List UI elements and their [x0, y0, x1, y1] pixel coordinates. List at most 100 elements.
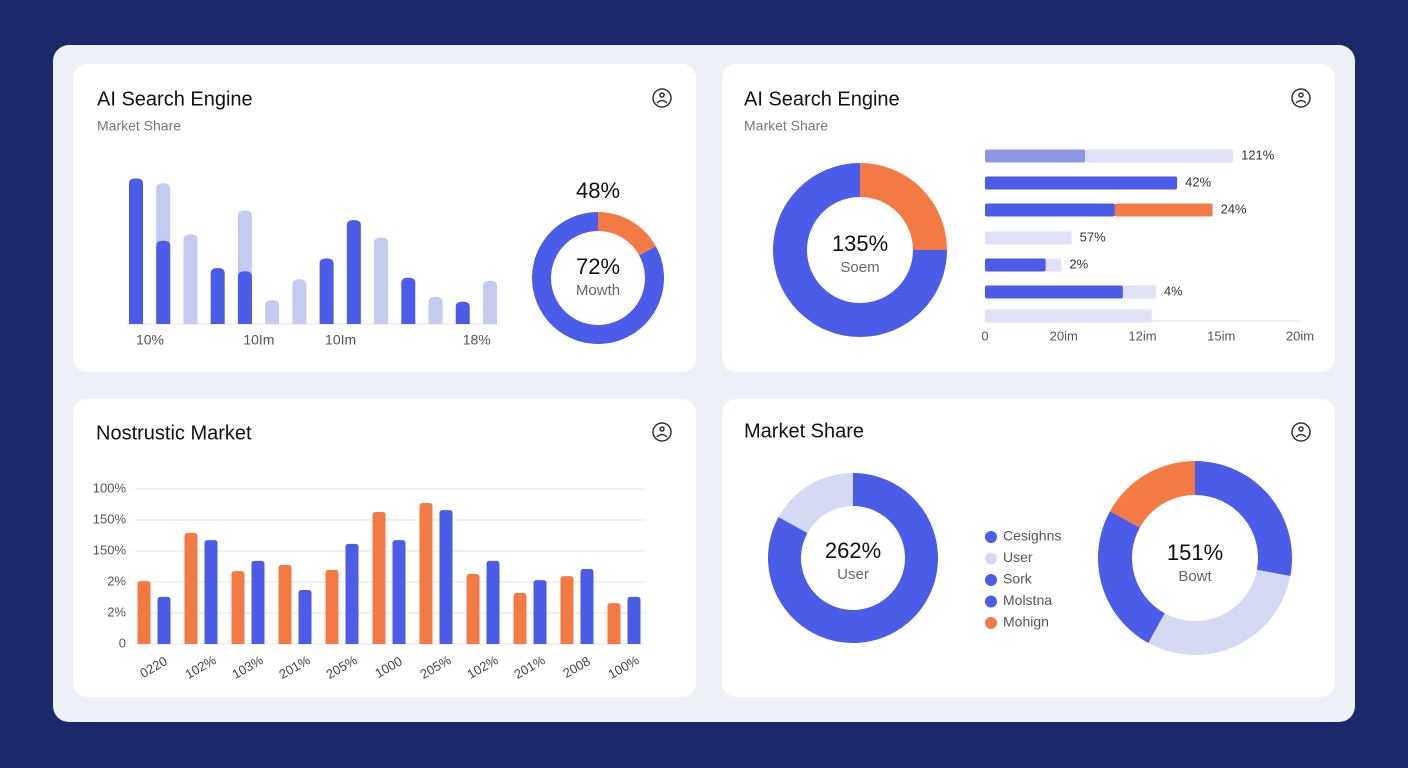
bar — [580, 568, 594, 644]
legend-label: Sork — [1003, 571, 1033, 587]
icons — [652, 88, 1311, 442]
bar — [156, 240, 171, 324]
bar — [985, 309, 1152, 323]
bar — [455, 301, 470, 324]
donut-segment — [767, 473, 939, 643]
x-tick-label: 15im — [1207, 328, 1235, 343]
bar — [278, 564, 292, 644]
donut-segment — [1109, 461, 1195, 528]
bar — [372, 511, 386, 644]
bar — [985, 203, 1115, 217]
bar — [985, 231, 1072, 245]
donut-segment — [1148, 569, 1291, 655]
bar — [466, 573, 480, 644]
bar — [985, 176, 1178, 190]
bar — [985, 149, 1086, 163]
bar-label: 121% — [1241, 147, 1275, 162]
bar — [137, 581, 151, 644]
bar — [560, 576, 574, 644]
donut-segment — [598, 212, 656, 256]
donut-segment — [1195, 461, 1292, 577]
bar — [513, 592, 527, 644]
bar — [607, 603, 621, 644]
bar — [204, 540, 218, 644]
bar-label: 2% — [1069, 256, 1088, 271]
donut-segment — [860, 163, 947, 250]
panel — [722, 64, 1335, 372]
bar — [533, 580, 547, 644]
donut-center-label: Bowt — [1178, 568, 1212, 585]
panel — [722, 399, 1335, 697]
bar — [251, 560, 265, 644]
y-tick-label: 0 — [119, 635, 126, 650]
bar — [627, 596, 641, 644]
legend-label: User — [1003, 549, 1033, 565]
legend-label: Mohign — [1003, 614, 1049, 630]
icon[interactable] — [1291, 422, 1311, 442]
x-tick-label: 10% — [136, 332, 164, 348]
donut-center-label: Mowth — [576, 282, 620, 299]
x-tick-label: 20im — [1286, 328, 1314, 343]
bar-label: 42% — [1185, 174, 1211, 189]
donut-center-value: 262% — [825, 538, 881, 563]
legend-swatch — [985, 595, 997, 608]
bar — [392, 540, 406, 644]
bar — [325, 569, 339, 644]
bar — [184, 533, 198, 644]
bar — [292, 279, 307, 324]
bar — [419, 502, 433, 644]
bar-label: 4% — [1164, 283, 1183, 298]
donut-center-value: 72% — [576, 254, 620, 279]
y-tick-label: 150% — [93, 542, 127, 557]
x-tick-label: 10Im — [325, 332, 356, 348]
icon[interactable] — [652, 88, 672, 108]
icon[interactable] — [652, 422, 672, 442]
legend-label: Molstna — [1003, 592, 1052, 608]
panel-title: Market Share — [744, 420, 864, 442]
y-tick-label: 2% — [107, 573, 126, 588]
y-tick-label: 2% — [107, 604, 126, 619]
panel-title: Nostrustic Market — [96, 422, 252, 444]
x-tick-label: 20im — [1050, 328, 1078, 343]
x-tick-label: 18% — [463, 332, 491, 348]
y-tick-label: 100% — [93, 480, 127, 495]
legend-swatch — [985, 574, 997, 586]
bar — [985, 285, 1123, 299]
bar — [210, 268, 225, 324]
bar — [482, 280, 497, 324]
donut-segment — [1098, 511, 1165, 644]
bar — [346, 220, 361, 324]
bar — [985, 258, 1046, 272]
legend-swatch — [985, 617, 997, 629]
y-tick-label: 150% — [93, 511, 127, 526]
bar — [486, 560, 500, 644]
legend-label: Cesighns — [1003, 528, 1061, 544]
bar — [265, 300, 280, 324]
bar-label: 24% — [1221, 201, 1247, 216]
legend-swatch — [985, 552, 997, 565]
donut-center-value: 135% — [832, 231, 888, 256]
x-tick-label: 10Im — [243, 332, 274, 348]
icon[interactable] — [1291, 88, 1311, 108]
x-tick-label: 0 — [981, 328, 988, 343]
donut-center-label: User — [837, 566, 869, 583]
panel-subtitle: Market Share — [744, 118, 828, 134]
panel-title: AI Search Engine — [97, 88, 253, 110]
legend-swatch — [985, 531, 997, 543]
panel-subtitle: Market Share — [97, 118, 181, 134]
bar — [237, 271, 252, 324]
bar — [157, 596, 171, 644]
bar-label: 57% — [1080, 229, 1106, 244]
bar — [401, 277, 416, 324]
donut-center-value: 151% — [1167, 540, 1223, 565]
bar — [374, 237, 389, 324]
bar — [439, 510, 453, 644]
bar — [345, 543, 359, 644]
bar — [231, 571, 245, 644]
donut-segment — [778, 473, 853, 533]
bar — [1114, 203, 1213, 217]
x-tick-label: 12im — [1128, 328, 1156, 343]
panel-title: AI Search Engine — [744, 88, 900, 110]
